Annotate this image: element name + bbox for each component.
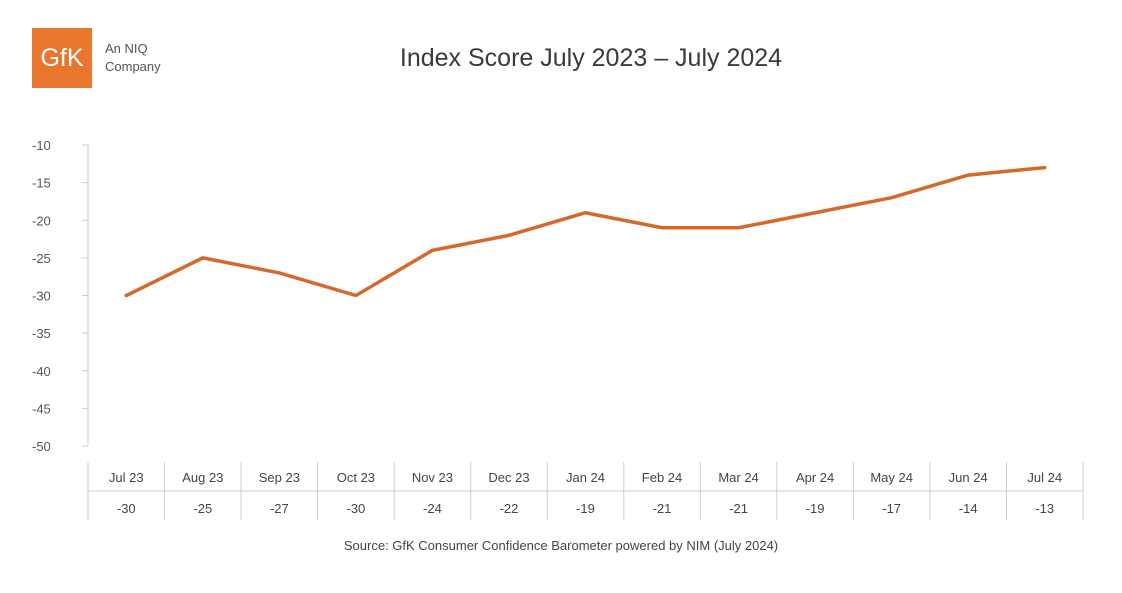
y-tick-label: -35 [32, 326, 51, 341]
x-tick-label: Jul 24 [1027, 470, 1062, 485]
data-point [507, 233, 511, 237]
data-table-value: -27 [270, 501, 289, 516]
data-point [737, 226, 741, 230]
x-tick-label: Jun 24 [949, 470, 988, 485]
logo-subtitle: An NIQ Company [105, 40, 161, 76]
logo-line1: An NIQ [105, 41, 148, 56]
y-tick-label: -50 [32, 439, 51, 454]
y-tick-label: -45 [32, 401, 51, 416]
data-table-value: -30 [117, 501, 136, 516]
y-tick-label: -20 [32, 213, 51, 228]
data-table-value: -24 [423, 501, 442, 516]
data-table-value: -22 [500, 501, 519, 516]
data-point [430, 248, 434, 252]
data-point [1043, 166, 1047, 170]
data-point [584, 211, 587, 215]
data-table-value: -14 [959, 501, 978, 516]
data-table-value: -19 [576, 501, 595, 516]
data-table-value: -21 [653, 501, 672, 516]
y-tick-label: -25 [32, 251, 51, 266]
series-line [124, 165, 1047, 298]
y-tick-label: -40 [32, 364, 51, 379]
data-table-value: -13 [1035, 501, 1054, 516]
data-table-value: -21 [729, 501, 748, 516]
gfk-logo-mark: GfK [40, 43, 84, 72]
data-table-value: -30 [346, 501, 365, 516]
data-point [201, 256, 205, 260]
data-point [813, 211, 817, 215]
data-point [966, 173, 970, 177]
y-tick-label: -30 [32, 289, 51, 304]
x-tick-label: Dec 23 [488, 470, 529, 485]
data-point [660, 226, 664, 230]
x-tick-label: Jul 23 [109, 470, 144, 485]
x-tick-label: Sep 23 [259, 470, 300, 485]
logo-line2: Company [105, 59, 161, 74]
data-table-value: -17 [882, 501, 901, 516]
data-table-value: -19 [806, 501, 825, 516]
x-tick-label: May 24 [870, 470, 913, 485]
chart-title: Index Score July 2023 – July 2024 [399, 44, 783, 72]
y-tick-label: -15 [32, 176, 51, 191]
x-tick-label: Feb 24 [642, 470, 682, 485]
data-point [354, 294, 358, 297]
source-note: Source: GfK Consumer Confidence Baromete… [343, 538, 779, 553]
x-tick-label: Nov 23 [412, 470, 453, 485]
x-tick-label: Aug 23 [182, 470, 223, 485]
gfk-logo: GfK [32, 28, 92, 88]
data-table-value: -25 [193, 501, 212, 516]
data-point [277, 271, 281, 275]
data-point [124, 294, 128, 297]
x-tick-label: Oct 23 [337, 470, 375, 485]
x-tick-label: Apr 24 [796, 470, 834, 485]
y-tick-label: -10 [32, 138, 51, 153]
x-tick-label: Jan 24 [566, 470, 605, 485]
data-point [890, 196, 894, 200]
x-tick-label: Mar 24 [718, 470, 758, 485]
